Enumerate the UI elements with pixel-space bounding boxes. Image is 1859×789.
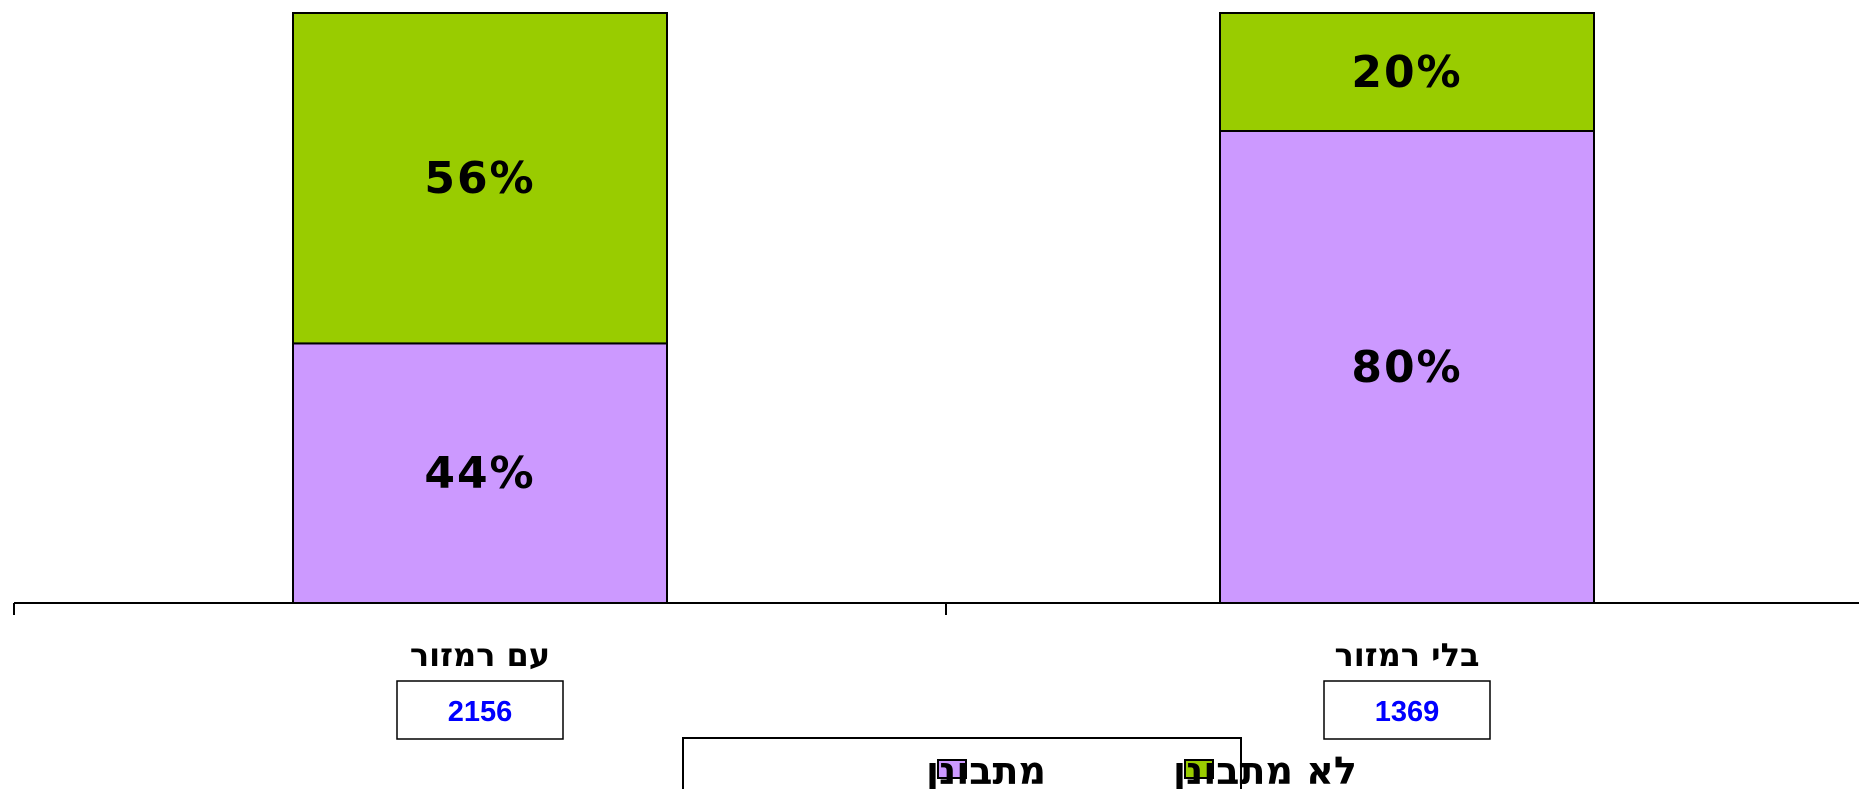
legend-swatch-not-observing [1184, 759, 1214, 779]
bar-segment-not-observing-1 [1219, 12, 1595, 132]
count-value: 1369 [1375, 696, 1440, 728]
legend: לא מתבונן מתבונן [682, 737, 1357, 789]
bar-data-label: 20% [1351, 47, 1462, 98]
bar-segment-not-observing-0 [292, 12, 668, 345]
count-box [396, 680, 564, 740]
bar-data-label: 80% [1351, 342, 1462, 393]
count-value: 2156 [448, 696, 513, 728]
segment-labels-group: 44% 56% 80% 20% [424, 47, 1462, 499]
count-box [1323, 680, 1491, 740]
category-label: בלי רמזור [1335, 636, 1480, 674]
count-boxes-group: 2156 1369 [396, 680, 1491, 740]
legend-frame [682, 737, 1242, 789]
bar-segment-observing-0 [292, 342, 668, 604]
legend-swatch-observing [937, 759, 967, 779]
bar-data-label: 56% [424, 153, 535, 204]
bars-group [292, 12, 1595, 604]
category-labels-group: עם רמזור בלי רמזור [410, 636, 1480, 674]
legend-label-observing: מתבונן [926, 749, 1046, 789]
legend-label-not-observing: לא מתבונן [1173, 749, 1357, 789]
category-label: עם רמזור [410, 636, 550, 674]
bar-data-label: 44% [424, 448, 535, 499]
